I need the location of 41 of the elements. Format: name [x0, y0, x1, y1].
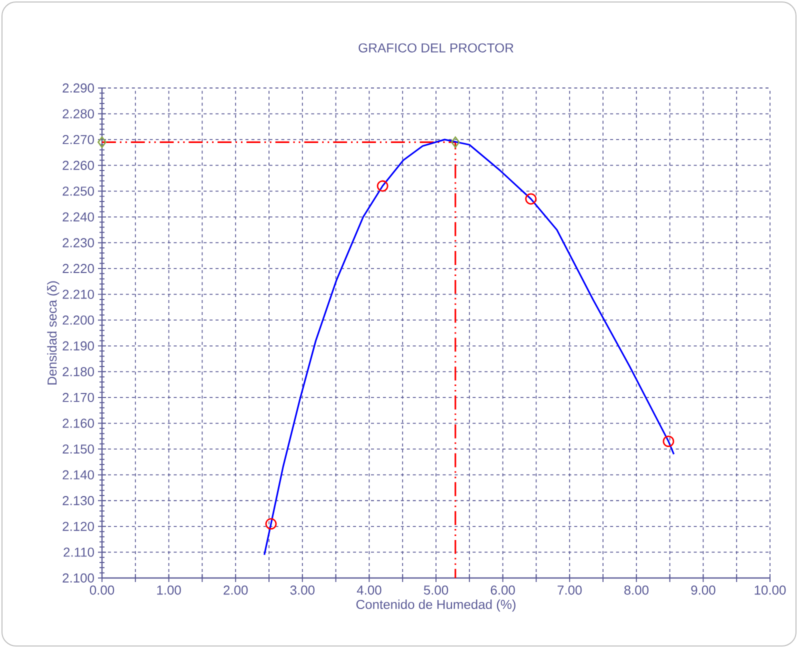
x-tick-label: 0.00 [90, 586, 114, 595]
y-tick-label: 2.180 [62, 367, 94, 376]
x-tick-label: 8.00 [624, 586, 649, 595]
y-tick-label: 2.150 [62, 444, 94, 454]
y-tick-label: 2.100 [62, 573, 94, 583]
y-tick-label: 2.140 [62, 470, 94, 480]
x-axis-title: Contenido de Humedad (%) [356, 600, 516, 612]
x-tick-label: 1.00 [157, 586, 181, 595]
y-axis-title: Densidad seca (δ) [47, 281, 60, 384]
y-tick-label: 2.270 [62, 134, 94, 144]
y-tick-label: 2.190 [62, 341, 94, 350]
y-tick-label: 2.220 [62, 264, 94, 274]
y-tick-label: 2.130 [62, 496, 94, 506]
y-tick-label: 2.120 [62, 522, 94, 532]
y-tick-label: 2.230 [62, 238, 94, 248]
y-tick-label: 2.210 [62, 290, 94, 299]
y-tick-label: 2.290 [62, 83, 94, 93]
x-tick-label: 4.00 [356, 586, 382, 595]
x-tick-label: 2.00 [224, 586, 248, 595]
x-tick-label: 7.00 [558, 586, 582, 595]
x-tick-label: 10.00 [754, 586, 786, 595]
point [450, 136, 460, 148]
point [98, 136, 106, 148]
y-tick-label: 2.160 [62, 418, 94, 428]
y-tick-label: 2.200 [62, 316, 94, 325]
y-tick-label: 2.170 [62, 392, 94, 402]
y-tick-label: 2.110 [64, 548, 94, 557]
x-tick-label: 6.00 [490, 586, 515, 595]
y-tick-label: 2.260 [62, 160, 94, 170]
x-tick-label: 3.00 [290, 586, 315, 595]
y-tick-label: 2.250 [62, 186, 94, 196]
point [525, 193, 537, 205]
y-tick-label: 2.280 [62, 109, 94, 118]
y-tick-label: 2.240 [62, 212, 94, 222]
point [265, 518, 277, 530]
chart-title: GRAFICO DEL PROCTOR [358, 43, 514, 52]
point [376, 180, 388, 192]
point [662, 436, 674, 448]
x-tick-label: 5.00 [424, 586, 448, 595]
x-tick-label: 9.00 [691, 586, 716, 595]
line-series [264, 138, 675, 556]
